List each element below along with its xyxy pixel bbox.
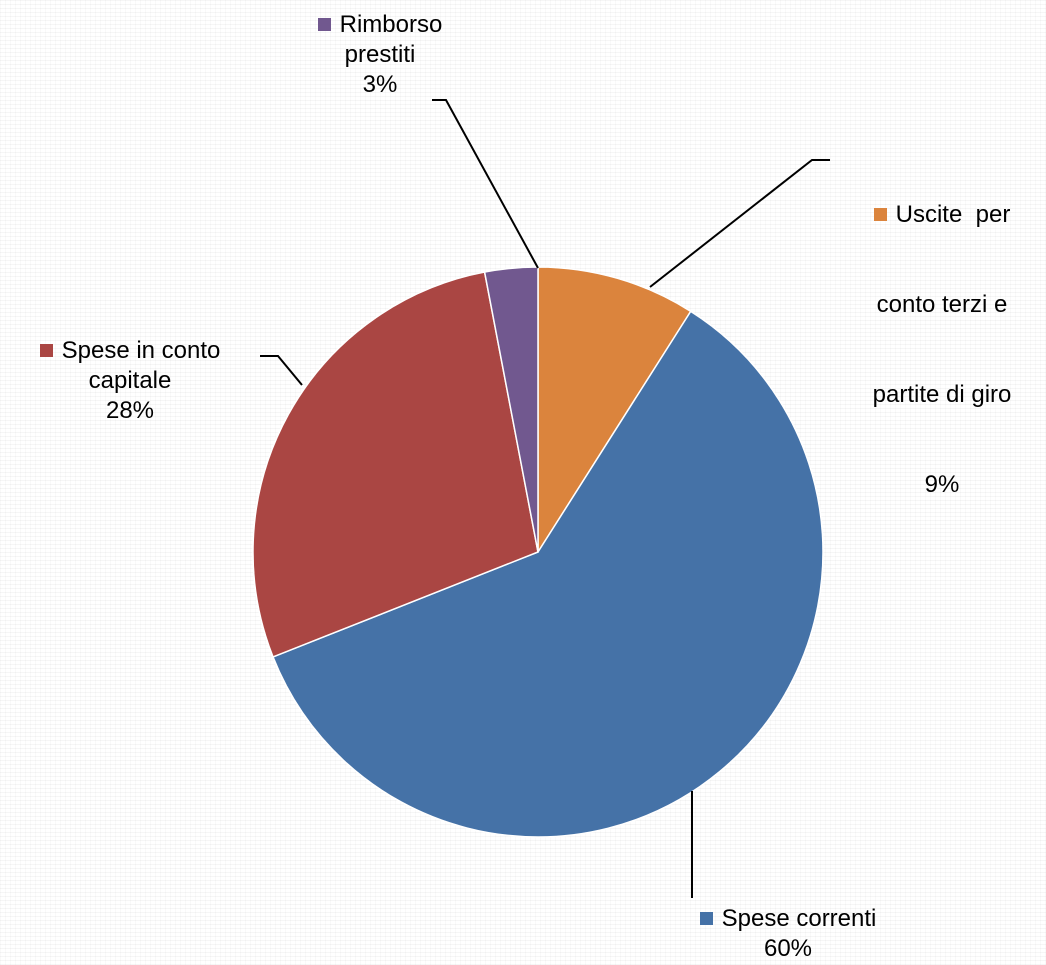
data-label-correnti-line1: Spese correnti — [668, 904, 908, 934]
data-label-capitale-line2: capitale — [88, 367, 172, 394]
pie-slice-capitale — [252, 271, 539, 658]
data-label-uscite-line3: partite di giro — [872, 381, 1012, 408]
data-label-rimborso-line1: Rimborso — [290, 10, 470, 40]
data-label-rimborso-line2: prestiti — [344, 41, 416, 68]
legend-swatch-capitale — [39, 344, 53, 357]
data-label-uscite-line2: conto terzi e — [876, 291, 1008, 318]
leader-line-uscite — [649, 159, 830, 288]
pie-slices — [252, 266, 824, 838]
legend-swatch-rimborso — [317, 18, 331, 31]
pie-slice-uscite — [537, 266, 692, 555]
pie-slice-correnti — [272, 310, 824, 838]
data-label-capitale-pct: 28% — [105, 397, 155, 424]
leader-line-rimborso — [432, 99, 539, 269]
leader-lines — [260, 99, 830, 898]
data-label-rimborso: Rimborso prestiti 3% — [290, 10, 470, 100]
data-label-capitale: Spese in conto capitale 28% — [10, 336, 250, 426]
data-label-uscite: Uscite per conto terzi e partite di giro… — [838, 140, 1046, 530]
data-label-uscite-pct: 9% — [924, 471, 960, 498]
data-label-capitale-line1: Spese in conto — [10, 336, 250, 366]
legend-swatch-correnti — [699, 912, 713, 925]
data-label-correnti-pct: 60% — [763, 935, 813, 962]
data-label-correnti: Spese correnti 60% — [668, 904, 908, 964]
legend-swatch-uscite — [873, 208, 887, 221]
leader-line-capitale — [260, 355, 303, 386]
data-label-rimborso-pct: 3% — [362, 71, 398, 98]
data-label-uscite-line1: Uscite per — [838, 200, 1046, 230]
